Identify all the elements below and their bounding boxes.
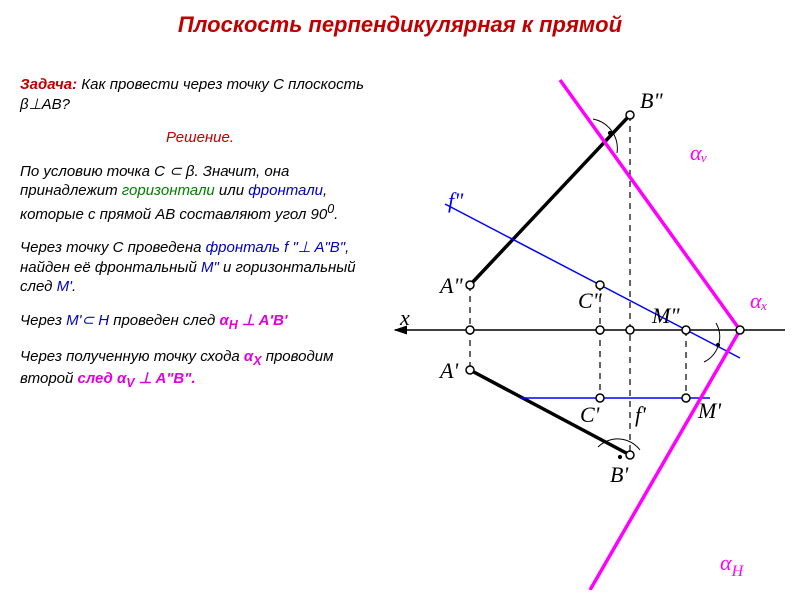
text-column: Задача: Как провести через точку С плоск… (20, 75, 380, 405)
trace-alphaH (590, 330, 740, 590)
para-1: По условию точка С ⊂ β. Значит, она прин… (20, 162, 380, 225)
problem-paragraph: Задача: Как провести через точку С плоск… (20, 75, 380, 114)
svg-text:B': B' (610, 462, 628, 487)
svg-text:A": A" (438, 273, 463, 298)
label-alphaX: αₓ (750, 288, 768, 313)
para-4: Через полученную точку схода αX проводим… (20, 347, 380, 392)
page-title: Плоскость перпендикулярная к прямой (0, 0, 800, 38)
label-x: x (399, 305, 410, 330)
para-2: Через точку С проведена фронталь f "⊥ A"… (20, 238, 380, 297)
line-f2 (445, 204, 740, 358)
svg-text:M': M' (697, 398, 721, 423)
problem-label: Задача: (20, 76, 77, 93)
dashed-connectors (470, 115, 686, 455)
label-f2: f" (448, 188, 464, 213)
svg-text:C": C" (578, 288, 603, 313)
svg-text:A': A' (438, 358, 458, 383)
word-horizontal: горизонтали (122, 182, 215, 199)
segment-A1B1 (470, 370, 630, 455)
svg-text:M": M" (651, 303, 680, 328)
geometry-diagram: A" B" C" M" A' B' C' M' f' αᵥ αₓ αH f" x (380, 50, 800, 590)
solution-label: Решение. (20, 128, 380, 148)
word-frontal: фронтали (248, 182, 323, 199)
title-text: Плоскость перпендикулярная к прямой (178, 12, 622, 37)
label-alphaH: αH (720, 550, 745, 580)
para-3: Через M'⊂ H проведен след αH ⊥ A'B' (20, 311, 380, 333)
svg-text:f': f' (635, 402, 646, 427)
label-alphaV: αᵥ (690, 140, 708, 165)
svg-text:C': C' (580, 402, 600, 427)
svg-text:B": B" (640, 88, 663, 113)
frontal-f: фронталь f "⊥ A"B" (206, 239, 345, 256)
